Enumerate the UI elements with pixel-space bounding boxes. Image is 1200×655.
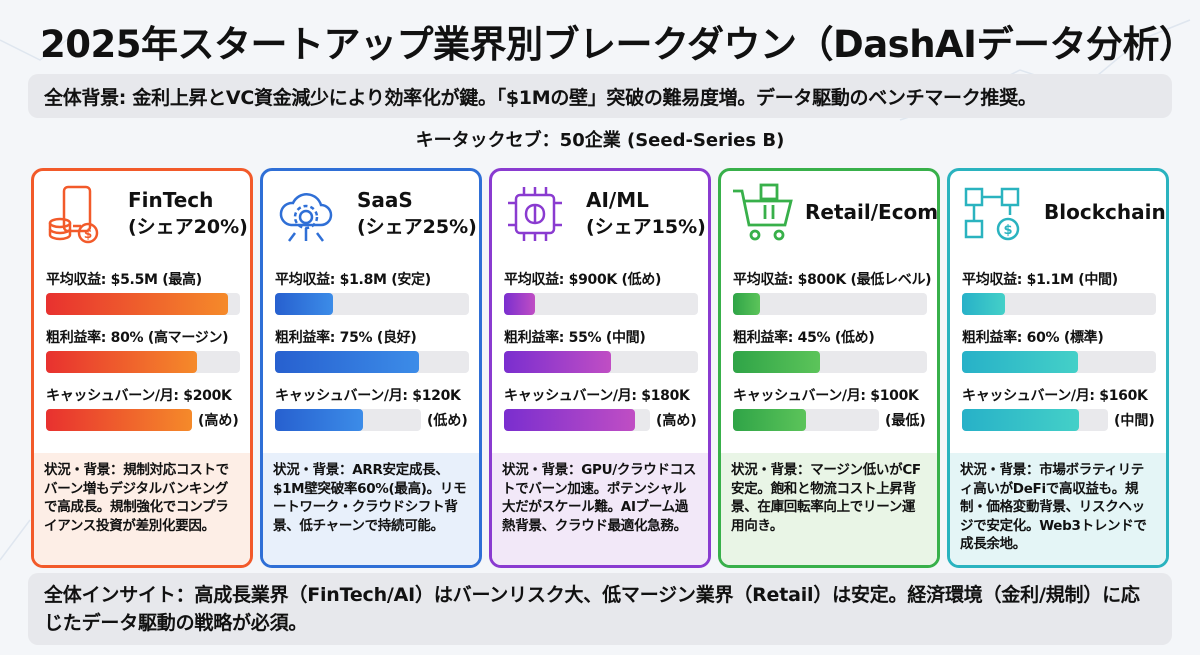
margin-label: 粗利益率: 55% (中間): [504, 330, 646, 346]
revenue-bar-fill: [275, 293, 334, 315]
card-header: $ FinTech (シェア20%): [34, 171, 250, 257]
burn-bar-fill: [504, 409, 635, 431]
margin-bar: [275, 349, 469, 375]
card-description: 状況・背景：マージン低いがCF安定。飽和と物流コスト上昇背景、在庫回転率向上でリ…: [721, 453, 937, 565]
revenue-bar-fill: [733, 293, 761, 315]
burn-label: キャッシュバーン/月: $100K: [733, 388, 919, 404]
revenue-bar: [504, 291, 698, 317]
margin-bar-fill: [733, 351, 821, 373]
phone-coins-icon: $: [44, 181, 110, 247]
revenue-label: 平均収益: $5.5M (最高): [46, 272, 202, 288]
revenue-bar-fill: [46, 293, 229, 315]
card-header: Retail/Ecom: [721, 171, 937, 257]
card-title: Blockchain: [1044, 199, 1166, 226]
burn-label: キャッシュバーン/月: $120K: [275, 388, 461, 404]
burn-label: キャッシュバーン/月: $180K: [504, 388, 690, 404]
margin-bar-fill: [962, 351, 1079, 373]
margin-bar-fill: [504, 351, 611, 373]
card-description: 状況・背景：市場ボラティリティ高いがDeFiで高収益も。規制・価格変動背景、リス…: [950, 453, 1166, 565]
burn-bar: (低め): [275, 407, 469, 433]
industry-share: (シェア15%): [586, 216, 706, 238]
burn-bar-fill: [46, 409, 192, 431]
revenue-bar-fill: [962, 293, 1005, 315]
revenue-bar: [275, 291, 469, 317]
card-title: Retail/Ecom: [805, 199, 937, 226]
page-title: 2025年スタートアップ業界別ブレークダウン（DashAIデータ分析）: [40, 23, 1196, 66]
burn-bar: (高め): [504, 407, 698, 433]
industry-name: SaaS: [357, 188, 413, 212]
sample-label: キータックセブ：50企業 (Seed-Series B): [415, 130, 785, 151]
burn-bar-fill: [275, 409, 363, 431]
margin-bar: [962, 349, 1156, 375]
burn-note: (高め): [198, 413, 239, 429]
revenue-bar: [46, 291, 240, 317]
card-title: AI/ML (シェア15%): [586, 187, 706, 241]
revenue-label: 平均収益: $1.1M (中間): [962, 272, 1118, 288]
margin-bar-fill: [275, 351, 419, 373]
blockchain-icon: $: [960, 181, 1026, 247]
margin-bar-fill: [46, 351, 198, 373]
burn-note: (最低): [885, 413, 926, 429]
industry-card: $ Blockchain 平均収益: $1.1M (中間) 粗利益率: 60% …: [947, 168, 1169, 568]
industry-card: Retail/Ecom 平均収益: $800K (最低レベル) 粗利益率: 45…: [718, 168, 940, 568]
ai-chip-icon: [502, 181, 568, 247]
industry-share: (シェア25%): [357, 216, 477, 238]
revenue-label: 平均収益: $900K (低め): [504, 272, 662, 288]
margin-bar: [46, 349, 240, 375]
revenue-bar-fill: [504, 293, 536, 315]
svg-text:$: $: [1003, 223, 1012, 238]
burn-bar: (中間): [962, 407, 1156, 433]
industry-name: AI/ML: [586, 188, 649, 212]
industry-card: SaaS (シェア25%) 平均収益: $1.8M (安定) 粗利益率: 75%…: [260, 168, 482, 568]
card-title: FinTech (シェア20%): [128, 187, 248, 241]
burn-bar-fill: [733, 409, 806, 431]
margin-label: 粗利益率: 80% (高マージン): [46, 330, 229, 346]
margin-bar: [504, 349, 698, 375]
card-header: AI/ML (シェア15%): [492, 171, 708, 257]
industry-name: Blockchain: [1044, 200, 1166, 224]
revenue-bar: [733, 291, 927, 317]
margin-bar: [733, 349, 927, 375]
revenue-label: 平均収益: $1.8M (安定): [275, 272, 431, 288]
industry-name: Retail/Ecom: [805, 200, 939, 224]
card-description: 状況・背景：GPU/クラウドコストでバーン加速。ポテンシャル大だがスケール難。A…: [492, 453, 708, 565]
margin-label: 粗利益率: 60% (標準): [962, 330, 1104, 346]
card-header: $ Blockchain: [950, 171, 1166, 257]
card-title: SaaS (シェア25%): [357, 187, 477, 241]
burn-bar-fill: [962, 409, 1079, 431]
burn-label: キャッシュバーン/月: $160K: [962, 388, 1148, 404]
revenue-label: 平均収益: $800K (最低レベル): [733, 272, 932, 288]
industry-card: $ FinTech (シェア20%) 平均収益: $5.5M (最高) 粗利益率…: [31, 168, 253, 568]
insight-banner: 全体インサイト：高成長業界（FinTech/AI）はバーンリスク大、低マージン業…: [28, 573, 1172, 645]
industry-name: FinTech: [128, 188, 214, 212]
cloud-gear-icon: [273, 181, 339, 247]
shopping-cart-icon: [731, 181, 797, 247]
card-description: 状況・背景：ARR安定成長、$1M壁突破率60%(最高)。リモートワーク・クラウ…: [263, 453, 479, 565]
industry-share: (シェア20%): [128, 216, 248, 238]
background-banner: 全体背景: 金利上昇とVC資金減少により効率化が鍵。「$1Mの壁」突破の難易度増…: [28, 74, 1172, 118]
margin-label: 粗利益率: 45% (低め): [733, 330, 875, 346]
margin-label: 粗利益率: 75% (良好): [275, 330, 417, 346]
burn-note: (中間): [1114, 413, 1155, 429]
burn-note: (高め): [656, 413, 697, 429]
card-description: 状況・背景：規制対応コストでバーン増もデジタルバンキングで高成長。規制強化でコン…: [34, 453, 250, 565]
burn-bar: (高め): [46, 407, 240, 433]
burn-note: (低め): [427, 413, 468, 429]
svg-text:$: $: [84, 227, 92, 241]
burn-bar: (最低): [733, 407, 927, 433]
burn-label: キャッシュバーン/月: $200K: [46, 388, 232, 404]
card-header: SaaS (シェア25%): [263, 171, 479, 257]
industry-card: AI/ML (シェア15%) 平均収益: $900K (低め) 粗利益率: 55…: [489, 168, 711, 568]
revenue-bar: [962, 291, 1156, 317]
